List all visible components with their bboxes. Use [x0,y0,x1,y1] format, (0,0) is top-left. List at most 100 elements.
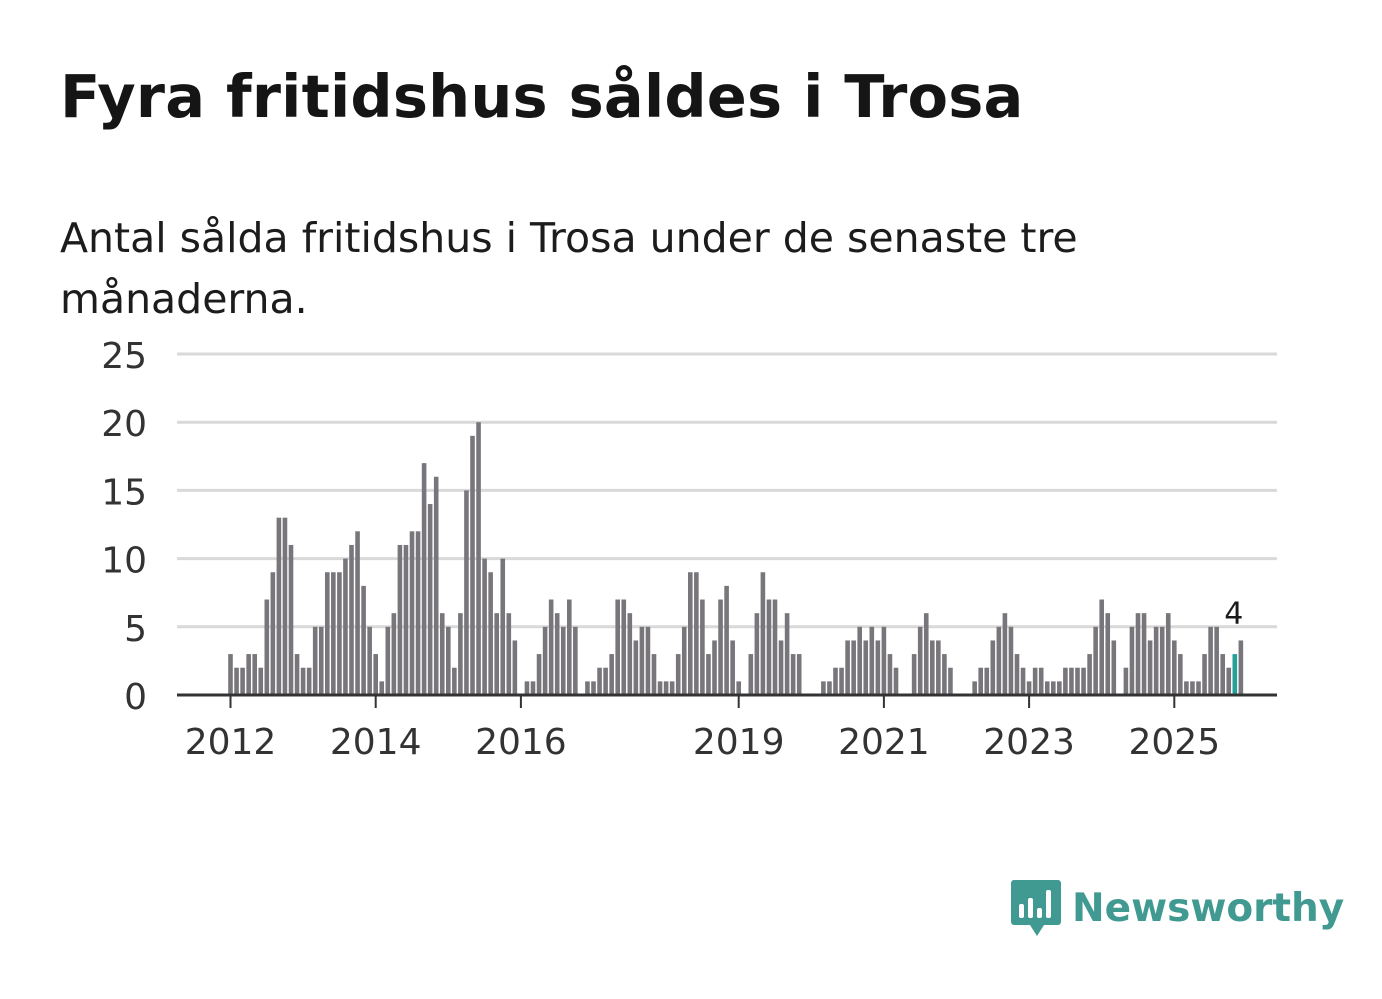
bar [240,667,245,695]
bar [1178,654,1183,695]
bar [1081,667,1086,695]
bar [694,572,699,695]
bar [627,613,633,695]
bar [567,599,572,695]
y-tick-label: 20 [101,404,147,445]
bar [1051,681,1056,695]
bar [724,585,729,695]
bar [306,667,312,695]
bar [1075,667,1080,695]
bar [863,640,869,695]
y-axis-tick-labels: 0 5 10 15 20 25 [101,336,147,718]
bar [573,626,578,695]
bar [675,654,681,695]
bar [651,654,657,695]
bar [264,599,270,695]
chart-title: Fyra fritidshus såldes i Trosa [60,62,1024,131]
bar [1008,626,1014,695]
bar [706,654,711,695]
bar [1172,640,1177,695]
bar [1208,626,1213,695]
bar [488,572,493,695]
bar [923,613,929,695]
y-tick-label: 10 [101,541,147,582]
bar [391,613,397,695]
bar [1214,626,1219,695]
bar [548,599,554,695]
bar [397,544,403,695]
bar [827,681,832,695]
bar [1111,640,1117,695]
bar [476,422,481,695]
bar [282,517,288,695]
x-tick-label: 2019 [693,722,785,763]
bar-highlight [1232,654,1238,695]
bar [760,572,766,695]
bar [403,544,409,695]
bar [1190,681,1195,695]
bar [936,640,941,695]
bar [258,667,264,695]
x-tick-label: 2025 [1128,722,1220,763]
bar [948,667,953,695]
x-axis-tick-labels: 2012 2014 2016 2019 2021 2023 2025 [185,695,1220,763]
bar [385,626,391,695]
bar [1196,681,1201,695]
bar [252,654,257,695]
bar [790,654,796,695]
bar [1147,640,1153,695]
bar [869,626,875,695]
bar [349,544,354,695]
bar [433,476,439,695]
bar [784,613,790,695]
bar [712,640,717,695]
bar [893,667,899,695]
bar [1159,626,1165,695]
bar [1093,626,1098,695]
bar [276,517,282,695]
bar [996,626,1002,695]
bar [1238,640,1244,695]
bar [421,463,427,695]
x-tick-label: 2021 [838,722,930,763]
bar [942,654,947,695]
bar [930,640,935,695]
bar [1135,613,1141,695]
bar [312,626,318,695]
bar [778,640,784,695]
bar [730,640,735,695]
bar [1129,626,1135,695]
bar [1044,681,1050,695]
y-tick-label: 25 [101,336,147,377]
bar [718,599,723,695]
bar [379,681,385,695]
bar [1165,613,1171,695]
bar [1002,613,1008,695]
bar [1220,654,1225,695]
newsworthy-logo-icon [1011,880,1061,936]
bar [972,681,977,695]
bar [833,667,838,695]
bar [506,613,512,695]
bar [331,572,336,695]
bar [439,613,445,695]
bar [458,613,463,695]
bar [772,599,778,695]
bar [645,626,651,695]
bar [766,599,772,695]
bar [796,654,802,695]
bar [536,654,542,695]
bar [639,626,645,695]
bar [609,654,614,695]
brand-name: Newsworthy [1072,885,1345,931]
bar [984,667,990,695]
bar [409,531,415,695]
bar [500,558,506,695]
bar [294,654,300,695]
x-tick-label: 2023 [983,722,1075,763]
bar [530,681,536,695]
bar [1184,681,1189,695]
chart-subtitle: Antal sålda fritidshus i Trosa under de … [60,214,1078,323]
bar [688,572,693,695]
bar [1202,654,1207,695]
